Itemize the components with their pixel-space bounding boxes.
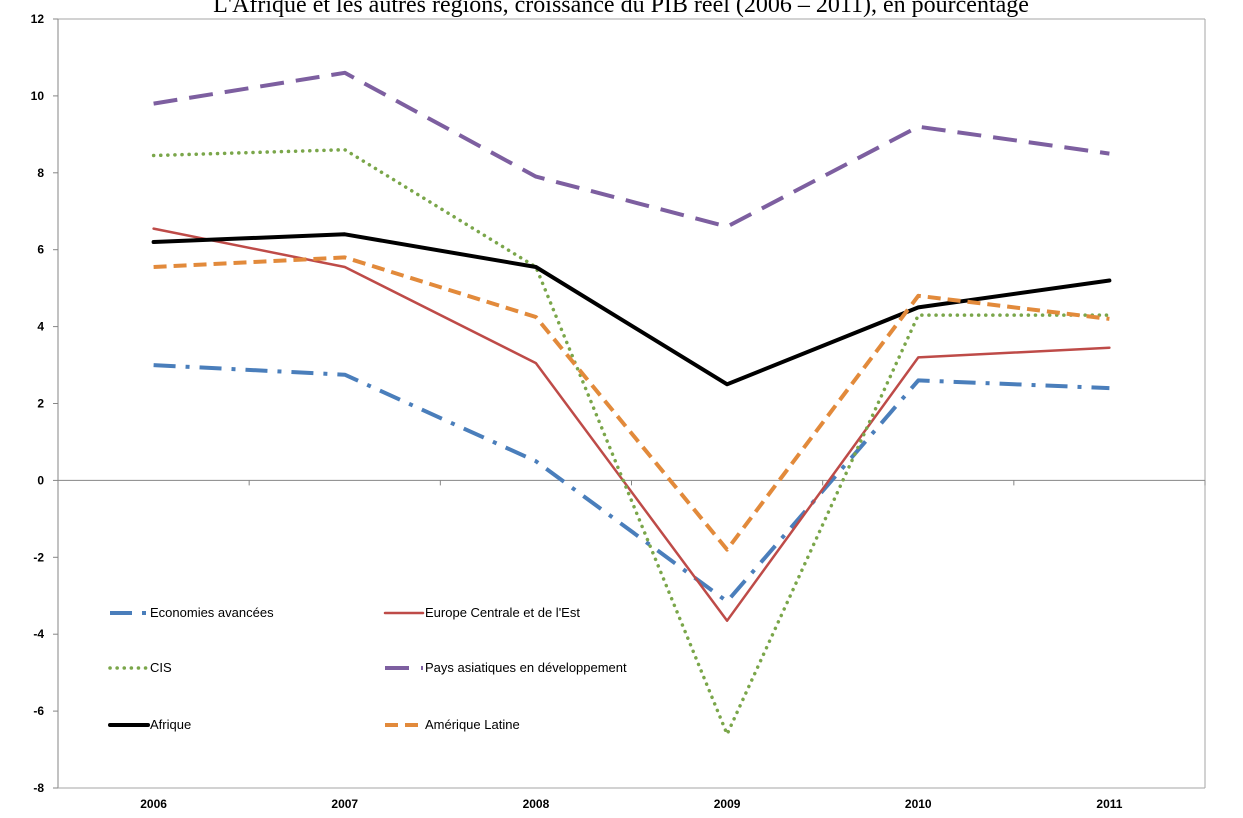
legend-label-3: Pays asiatiques en développement (425, 660, 627, 675)
x-tick-label: 2006 (140, 797, 167, 811)
x-tick-label: 2008 (523, 797, 550, 811)
series-line-2 (151, 147, 1112, 736)
series-point-2 (726, 733, 728, 735)
y-tick-label: -8 (33, 781, 44, 795)
x-tick-label: 2010 (905, 797, 932, 811)
legend: Economies avancées Europe Centrale et de … (108, 605, 627, 732)
chart-title: L'Afrique et les autres régions, croissa… (213, 0, 1029, 18)
y-tick-label: 12 (31, 12, 45, 26)
y-tick-label: 2 (37, 397, 44, 411)
legend-label-1: Europe Centrale et de l'Est (425, 605, 580, 620)
y-tick-label: 6 (37, 243, 44, 257)
legend-label-4: Afrique (150, 717, 191, 732)
x-tick-label: 2009 (714, 797, 741, 811)
y-tick-label: 8 (37, 166, 44, 180)
x-tick-label: 2007 (331, 797, 358, 811)
x-tick-label: 2011 (1096, 797, 1122, 811)
y-tick-label: -6 (33, 704, 44, 718)
series-point-0 (726, 601, 728, 603)
series-point-2 (1108, 314, 1110, 316)
series-layer (151, 70, 1112, 736)
series-line-1 (152, 227, 1111, 622)
series-line-5 (153, 255, 1110, 552)
y-tick-label: 10 (31, 89, 45, 103)
series-line-0 (153, 363, 1110, 604)
y-tick-label: -2 (33, 550, 44, 564)
y-tick-label: 4 (37, 320, 44, 334)
series-line-4 (151, 232, 1112, 387)
legend-label-5: Amérique Latine (425, 717, 520, 732)
series-point-2 (917, 314, 919, 316)
series-line-3 (153, 70, 1110, 229)
y-tick-label: 0 (37, 473, 44, 487)
legend-label-2: CIS (150, 660, 172, 675)
y-tick-label: -4 (33, 627, 44, 641)
series-point-3 (726, 226, 728, 228)
legend-label-0: Economies avancées (150, 605, 274, 620)
series-point-3 (917, 126, 919, 128)
axes: -8 -6 -4 -2 0 2 4 6 8 10 12 2006 2007 2008 2009 2010 201… (31, 12, 1206, 811)
